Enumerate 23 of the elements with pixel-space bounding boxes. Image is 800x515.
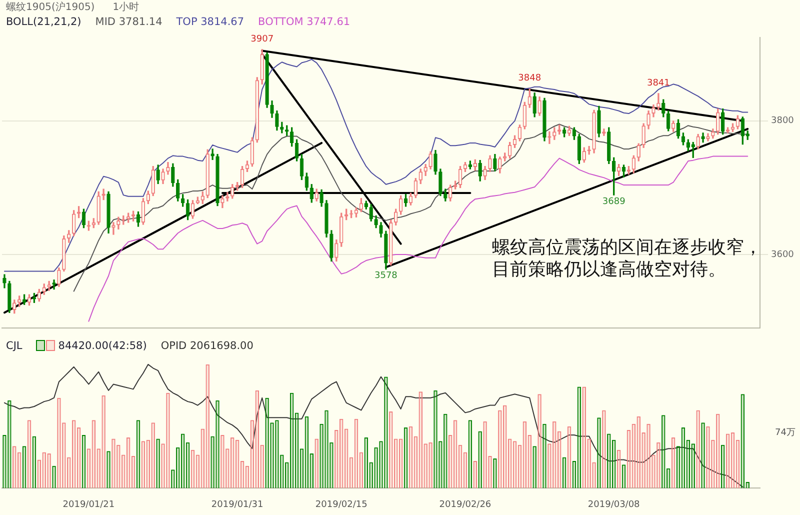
text: TOP 3814.67 <box>176 16 244 28</box>
annotation: 3689 <box>602 196 626 207</box>
x-tick-label: 2019/01/21 <box>62 500 115 510</box>
text: 74万 <box>775 427 796 439</box>
series-label: OPID 2061698.00 <box>160 340 254 352</box>
text: MID 3781.14 <box>95 16 162 28</box>
legend-title: BOLL(21,21,2) <box>6 16 82 28</box>
annotation: 3578 <box>374 271 398 282</box>
annotation: 3907 <box>250 34 274 44</box>
x-tick-label: 2019/03/08 <box>588 500 640 510</box>
legend-label: 84420.00(42:58) <box>58 340 147 352</box>
x-tick-label: 2019/02/15 <box>315 500 368 510</box>
x-tick-label: 2019/02/26 <box>439 500 492 510</box>
text: BOTTOM 3747.61 <box>258 16 350 28</box>
annotation: 3848 <box>518 74 542 84</box>
chart-title: 螺纹1905(沪1905) <box>6 0 95 14</box>
annotation: 螺纹高位震荡的区间在逐步收窄，目前策略仍以逢高做空对待。 <box>492 237 762 279</box>
chart-subtitle: 1小时 <box>112 0 140 14</box>
x-tick-label: 2019/01/31 <box>211 500 264 510</box>
y-tick-label: 3800 <box>771 116 794 126</box>
legend-title: CJL <box>6 340 22 352</box>
y-tick-label: 3600 <box>771 250 794 260</box>
annotation: 3841 <box>646 78 670 88</box>
